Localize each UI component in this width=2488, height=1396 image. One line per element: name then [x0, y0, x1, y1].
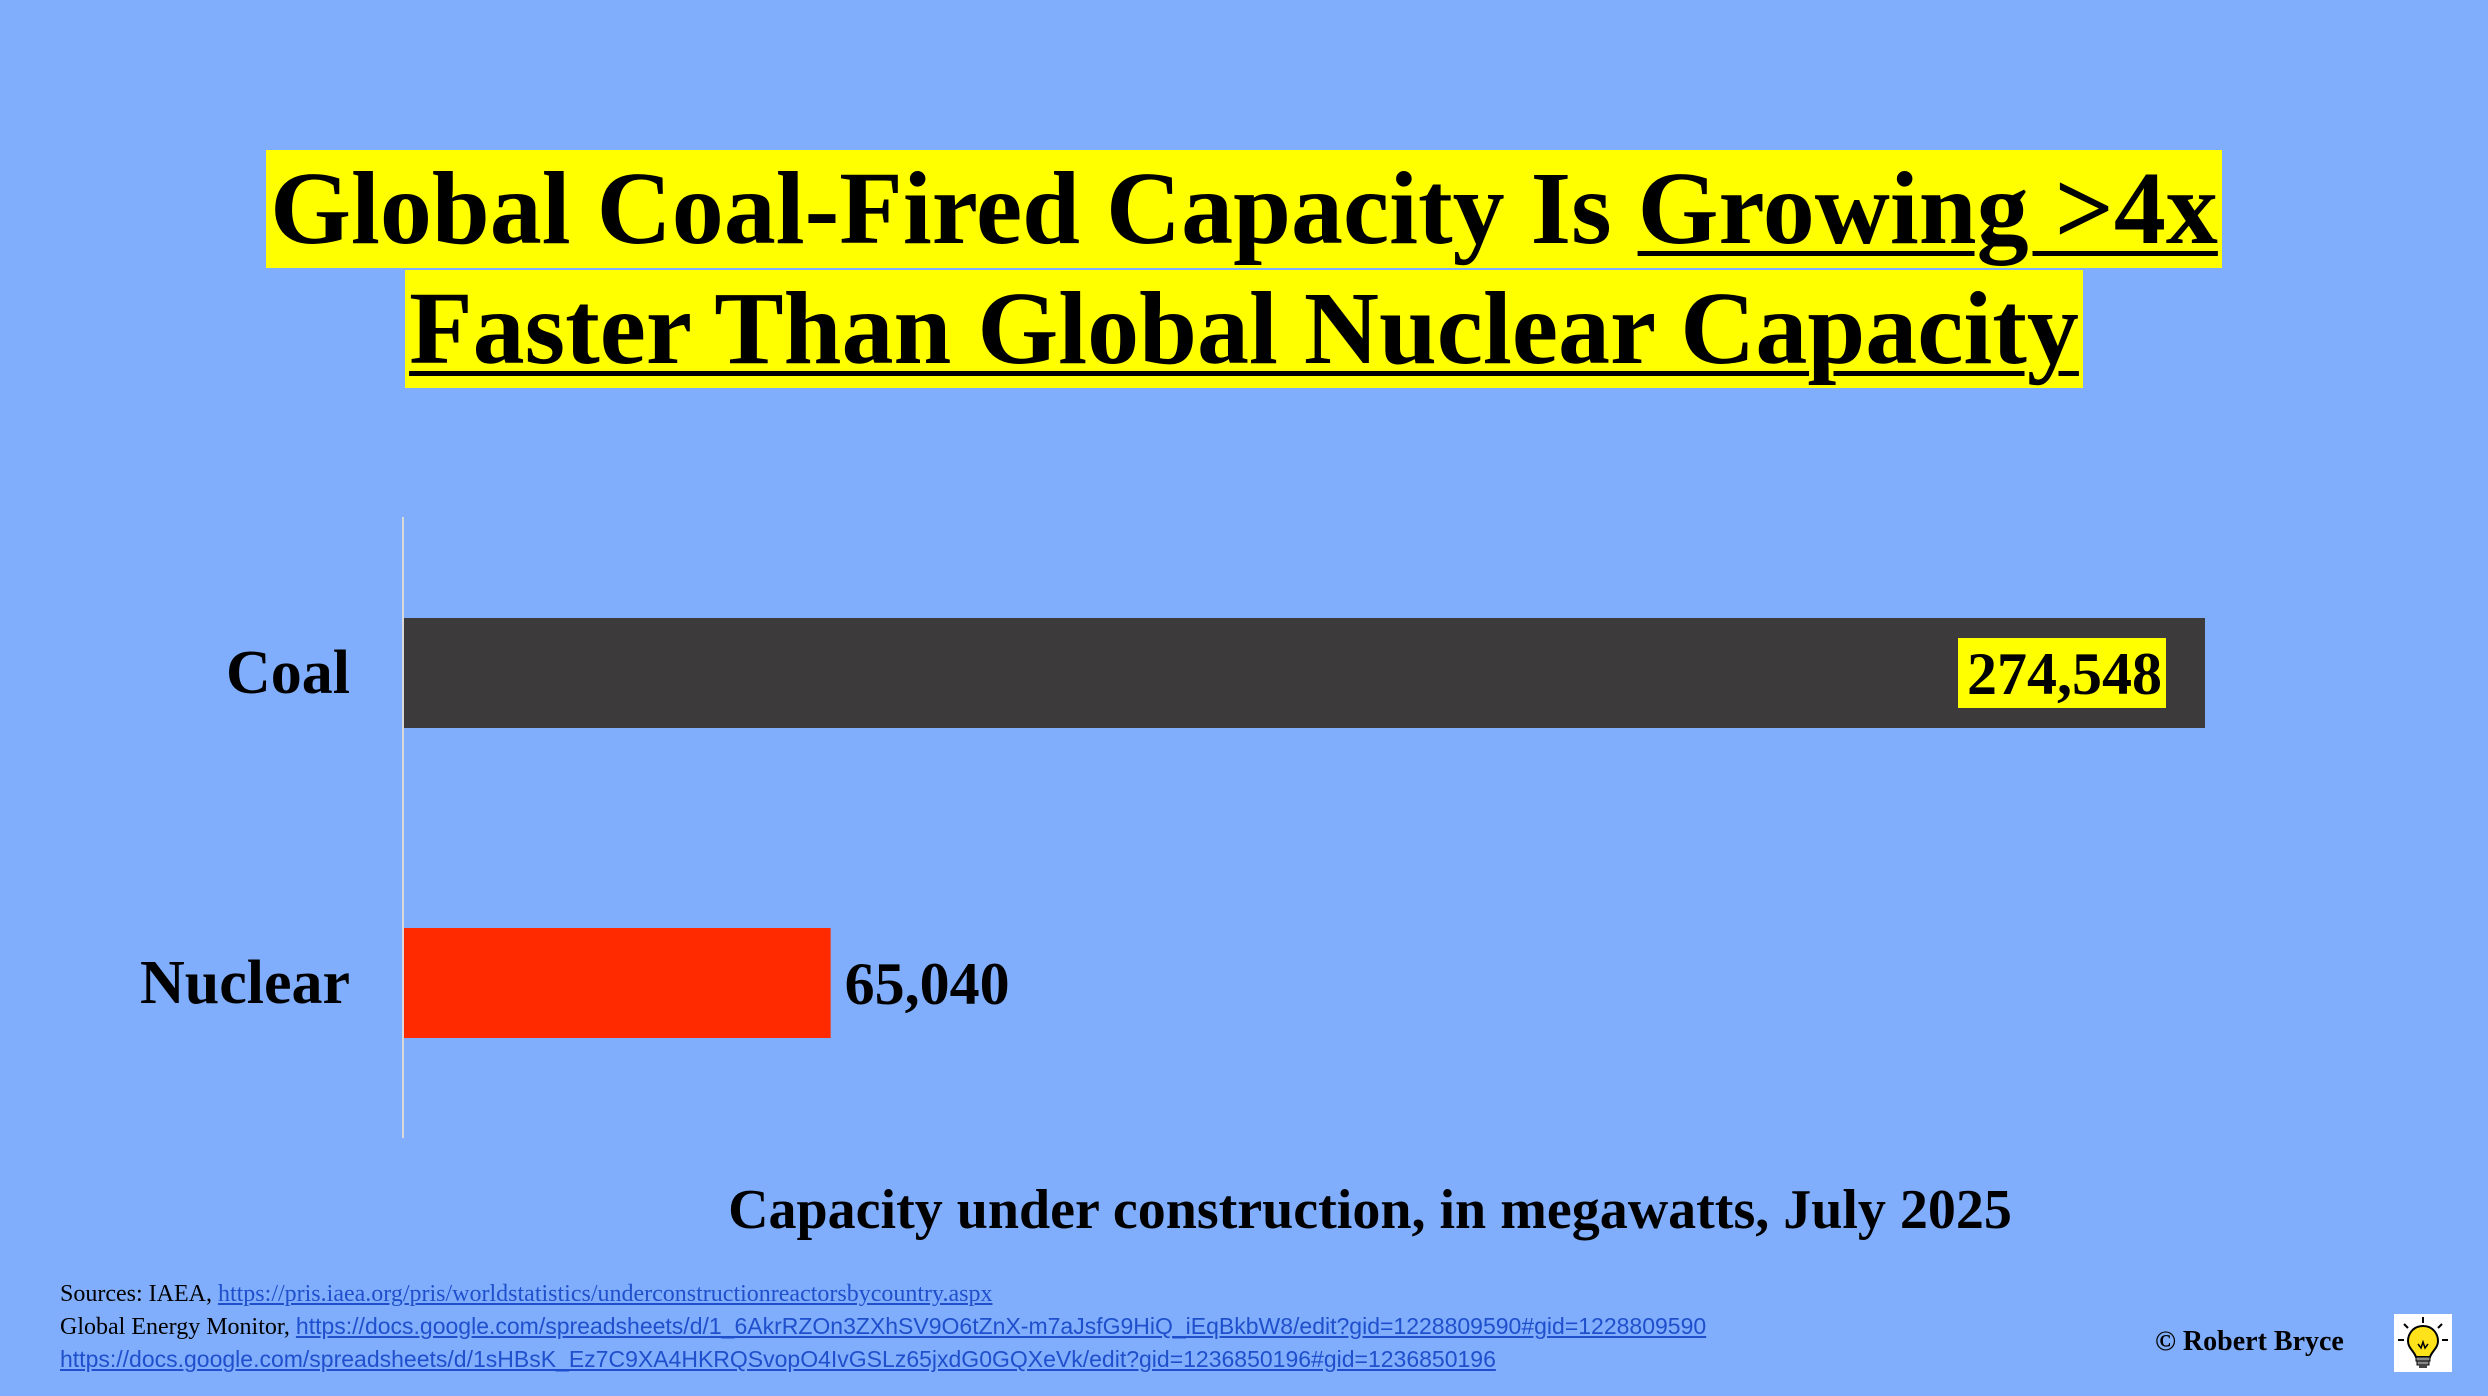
source-2-prefix: Global Energy Monitor, [60, 1314, 296, 1340]
title-line-1: Global Coal-Fired Capacity Is Growing >4… [266, 150, 2222, 268]
source-line-3: https://docs.google.com/spreadsheets/d/1… [60, 1343, 1706, 1376]
title-line-1-underlined: Growing >4x [1637, 151, 2218, 266]
title-line-1-prefix: Global Coal-Fired Capacity Is [270, 151, 1638, 266]
title-line-2-text: Faster Than Global Nuclear Capacity [409, 271, 2079, 386]
value-label-highlight [1958, 638, 2166, 708]
sources: Sources: IAEA, https://pris.iaea.org/pri… [60, 1278, 1706, 1376]
chart-title: Global Coal-Fired Capacity Is Growing >4… [0, 150, 2488, 388]
copyright-credit: © Robert Bryce [2155, 1326, 2344, 1357]
source-3-link[interactable]: https://docs.google.com/spreadsheets/d/1… [60, 1346, 1496, 1372]
value-label-nuclear: 65,040 [845, 951, 1010, 1017]
source-line-1: Sources: IAEA, https://pris.iaea.org/pri… [60, 1278, 1706, 1310]
title-line-2: Faster Than Global Nuclear Capacity [405, 270, 2083, 388]
value-label-coal: 274,548 [1967, 641, 2162, 707]
source-line-2: Global Energy Monitor, https://docs.goog… [60, 1310, 1706, 1343]
source-2-link[interactable]: https://docs.google.com/spreadsheets/d/1… [295, 1313, 1707, 1339]
lightbulb-icon [2394, 1314, 2452, 1372]
bar-coal [404, 618, 2205, 728]
x-axis-label: Capacity under construction, in megawatt… [728, 1179, 2012, 1241]
source-1-prefix: Sources: IAEA, [60, 1281, 218, 1307]
source-1-link[interactable]: https://pris.iaea.org/pris/worldstatisti… [217, 1281, 993, 1307]
category-label-nuclear: Nuclear [140, 949, 350, 1017]
bar-nuclear [404, 928, 831, 1038]
category-label-coal: Coal [226, 639, 350, 707]
